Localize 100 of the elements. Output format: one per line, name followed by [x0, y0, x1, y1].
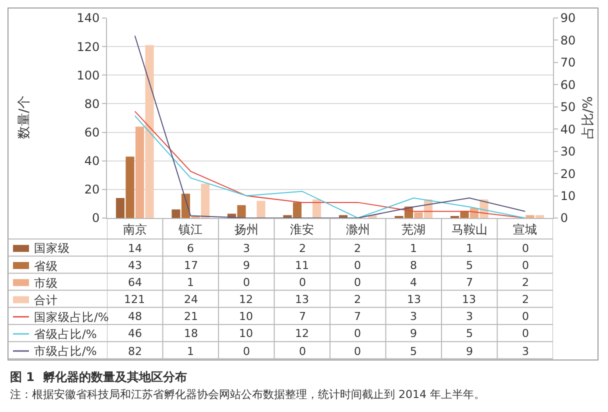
- data-label: 2: [522, 276, 529, 289]
- data-label: 13: [295, 293, 309, 306]
- data-label: 1: [187, 276, 194, 289]
- y2-tick-label: 70: [560, 56, 576, 70]
- data-label: 5: [466, 327, 473, 340]
- data-label: 10: [239, 327, 253, 340]
- data-label: 46: [128, 327, 142, 340]
- data-label: 14: [128, 242, 142, 255]
- y2-tick-label: 50: [560, 100, 576, 114]
- data-label: 1: [187, 345, 194, 358]
- data-label: 18: [184, 327, 198, 340]
- data-label: 10: [239, 310, 253, 323]
- data-label: 0: [299, 345, 306, 358]
- bar: [200, 184, 210, 218]
- text: 注：根据安徽省科技局和江苏省孵化器协会网站公布数据整理，统计时间截止到 2014 年上半年。: [10, 388, 485, 401]
- bar: [135, 126, 144, 218]
- y-tick-label: 40: [84, 154, 100, 168]
- line-series: [134, 35, 526, 218]
- x-tick-label: 芜湖: [402, 222, 426, 236]
- x-tick-label: 扬州: [234, 222, 258, 236]
- y2-tick-label: 10: [560, 188, 576, 203]
- legend-label: 合计: [34, 293, 58, 307]
- bar: [526, 215, 534, 218]
- legend-label: 国家级: [34, 241, 70, 255]
- data-label: 0: [522, 327, 529, 340]
- y-tick-label: 100: [76, 68, 100, 82]
- data-label: 17: [184, 259, 198, 272]
- data-label: 43: [128, 259, 142, 272]
- data-label: 12: [239, 293, 253, 306]
- legend-label: 国家级占比/%: [34, 310, 109, 324]
- data-label: 8: [410, 259, 417, 272]
- data-label: 4: [410, 276, 417, 289]
- data-label: 2: [299, 242, 306, 255]
- x-tick-label: 滁州: [346, 222, 370, 236]
- data-label: 3: [410, 310, 417, 323]
- y2-tick-label: 90: [560, 11, 576, 26]
- data-label: 12: [295, 327, 309, 340]
- y-tick-label: 60: [84, 125, 100, 140]
- x-tick-label: 镇江: [178, 222, 203, 236]
- data-label: 9: [466, 345, 473, 358]
- bar: [414, 212, 423, 218]
- data-label: 3: [466, 310, 473, 323]
- y-tick-label: 20: [84, 182, 100, 197]
- legend-label: 市级: [34, 276, 58, 290]
- data-label: 0: [354, 327, 361, 340]
- data-label: 0: [522, 242, 529, 255]
- y2-axis-title: 占比/%: [581, 96, 596, 139]
- bar: [126, 156, 134, 218]
- data-label: 1: [410, 242, 417, 255]
- x-tick-label: 宣城: [513, 222, 538, 236]
- data-label: 0: [522, 310, 529, 323]
- data-label: 0: [243, 276, 250, 289]
- data-label: 0: [354, 345, 361, 358]
- data-label: 9: [410, 327, 417, 340]
- x-tick-label: 淮安: [290, 222, 314, 236]
- data-label: 6: [187, 242, 194, 255]
- legend-label: 市级占比/%: [34, 344, 97, 358]
- data-label: 7: [354, 310, 361, 323]
- y2-tick-label: 40: [560, 122, 576, 136]
- legend-label: 省级: [34, 259, 58, 273]
- data-label: 3: [243, 242, 250, 255]
- data-label: 0: [354, 276, 361, 289]
- data-label: 121: [124, 293, 145, 306]
- y-tick-label: 0: [92, 211, 100, 226]
- data-label: 13: [462, 293, 476, 306]
- text: 图 1 孵化器的数量及其地区分布: [10, 370, 187, 384]
- bar: [292, 202, 302, 218]
- bar: [237, 205, 246, 218]
- data-label: 5: [410, 345, 417, 358]
- y-tick-label: 80: [84, 96, 100, 111]
- data-label: 13: [407, 293, 421, 306]
- data-label: 64: [128, 276, 142, 289]
- data-label: 2: [354, 242, 361, 255]
- bar: [116, 198, 125, 218]
- data-label: 48: [128, 310, 142, 323]
- y2-tick-label: 80: [560, 33, 576, 48]
- data-label: 82: [128, 345, 142, 358]
- data-label: 2: [354, 293, 361, 306]
- data-label: 3: [522, 345, 529, 358]
- data-label: 7: [466, 276, 473, 289]
- data-label: 5: [466, 259, 473, 272]
- data-label: 0: [354, 259, 361, 272]
- y-tick-label: 120: [76, 40, 100, 54]
- y2-tick-label: 0: [560, 211, 568, 226]
- data-label: 24: [184, 293, 198, 306]
- legend-label: 省级占比/%: [34, 327, 97, 341]
- y2-tick-label: 30: [560, 144, 576, 159]
- x-tick-label: 马鞍山: [451, 222, 488, 236]
- x-tick-label: 南京: [122, 222, 147, 236]
- data-label: 0: [243, 345, 250, 358]
- y2-tick-label: 60: [560, 78, 576, 92]
- data-label: 11: [295, 259, 309, 272]
- y-tick-label: 140: [76, 11, 100, 26]
- bar: [145, 45, 154, 218]
- data-label: 1: [466, 242, 473, 255]
- data-label: 0: [299, 276, 306, 289]
- data-label: 2: [522, 293, 529, 306]
- data-label: 0: [522, 259, 529, 272]
- bar: [535, 215, 544, 218]
- data-label: 7: [299, 310, 306, 323]
